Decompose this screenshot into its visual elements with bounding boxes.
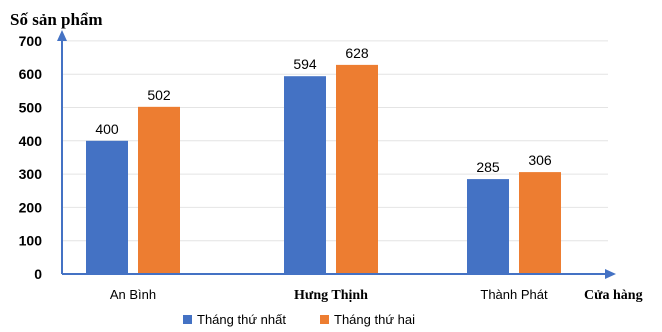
- y-tick-labels: 0 100 200 300 400 500 600 700: [19, 33, 43, 282]
- axes: [57, 30, 616, 279]
- x-tick-label: Thành Phát: [480, 287, 548, 302]
- bars: [86, 64, 561, 274]
- bar: [519, 172, 561, 274]
- bar: [86, 140, 128, 274]
- y-tick-label: 600: [19, 66, 43, 82]
- y-axis-title: Số sản phẩm: [10, 10, 103, 29]
- x-tick-labels: An Bình Hưng Thịnh Thành Phát: [110, 287, 548, 303]
- bar: [138, 106, 180, 274]
- data-label: 502: [147, 87, 171, 103]
- legend-swatch: [183, 315, 192, 324]
- data-label: 594: [293, 56, 317, 72]
- y-tick-label: 100: [19, 233, 43, 249]
- legend-label: Tháng thứ hai: [334, 312, 415, 327]
- y-tick-label: 500: [19, 100, 43, 116]
- legend-label: Tháng thứ nhất: [197, 312, 286, 327]
- legend: Tháng thứ nhất Tháng thứ hai: [183, 312, 415, 327]
- y-tick-label: 700: [19, 33, 43, 49]
- bar: [467, 179, 509, 274]
- data-labels: 400 502 594 628 285 306: [95, 45, 552, 175]
- y-tick-label: 0: [34, 266, 42, 282]
- y-tick-label: 300: [19, 166, 43, 182]
- y-tick-label: 400: [19, 133, 43, 149]
- data-label: 628: [345, 45, 369, 61]
- bar: [284, 76, 326, 274]
- x-tick-label: Hưng Thịnh: [294, 288, 368, 303]
- y-tick-label: 200: [19, 199, 43, 215]
- x-tick-label: An Bình: [110, 287, 156, 302]
- data-label: 306: [528, 152, 552, 168]
- y-axis-arrow-icon: [57, 30, 67, 41]
- x-axis-arrow-icon: [605, 269, 616, 279]
- x-axis-title: Cửa hàng: [584, 288, 643, 303]
- data-label: 285: [476, 159, 500, 175]
- legend-swatch: [320, 315, 329, 324]
- data-label: 400: [95, 121, 119, 137]
- bar: [336, 64, 378, 274]
